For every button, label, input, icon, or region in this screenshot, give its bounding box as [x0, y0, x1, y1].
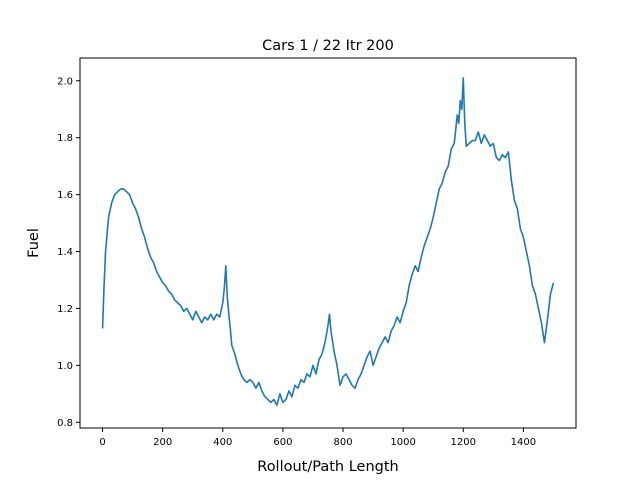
- plot-frame: [79, 57, 577, 429]
- y-tick-label: 1.0: [57, 361, 73, 372]
- y-tick-label: 1.8: [57, 133, 73, 144]
- y-tick-label: 1.2: [57, 304, 73, 315]
- y-axis-label: Fuel: [26, 228, 42, 258]
- x-tick-label: 1000: [390, 437, 415, 448]
- plot-area: [101, 77, 555, 407]
- x-tick-label: 0: [99, 437, 105, 448]
- x-tick-label: 200: [153, 437, 172, 448]
- y-tick-label: 1.4: [57, 247, 73, 258]
- x-tick-label: 600: [273, 437, 292, 448]
- x-tick-label: 1400: [511, 437, 536, 448]
- x-axis-label: Rollout/Path Length: [257, 459, 398, 475]
- x-tick-label: 800: [333, 437, 352, 448]
- y-axis: 0.8 1.0 1.2 1.4 1.6 1.8 2.0: [57, 76, 80, 429]
- y-tick-label: 0.8: [57, 418, 73, 429]
- chart-title: Cars 1 / 22 Itr 200: [262, 38, 394, 54]
- x-tick-label: 400: [213, 437, 232, 448]
- y-tick-label: 1.6: [57, 190, 73, 201]
- x-tick-label: 1200: [451, 437, 476, 448]
- series-line: [101, 77, 555, 407]
- x-axis: 0 200 400 600 800 1000 1200 1400: [99, 428, 536, 448]
- y-tick-label: 2.0: [57, 76, 73, 87]
